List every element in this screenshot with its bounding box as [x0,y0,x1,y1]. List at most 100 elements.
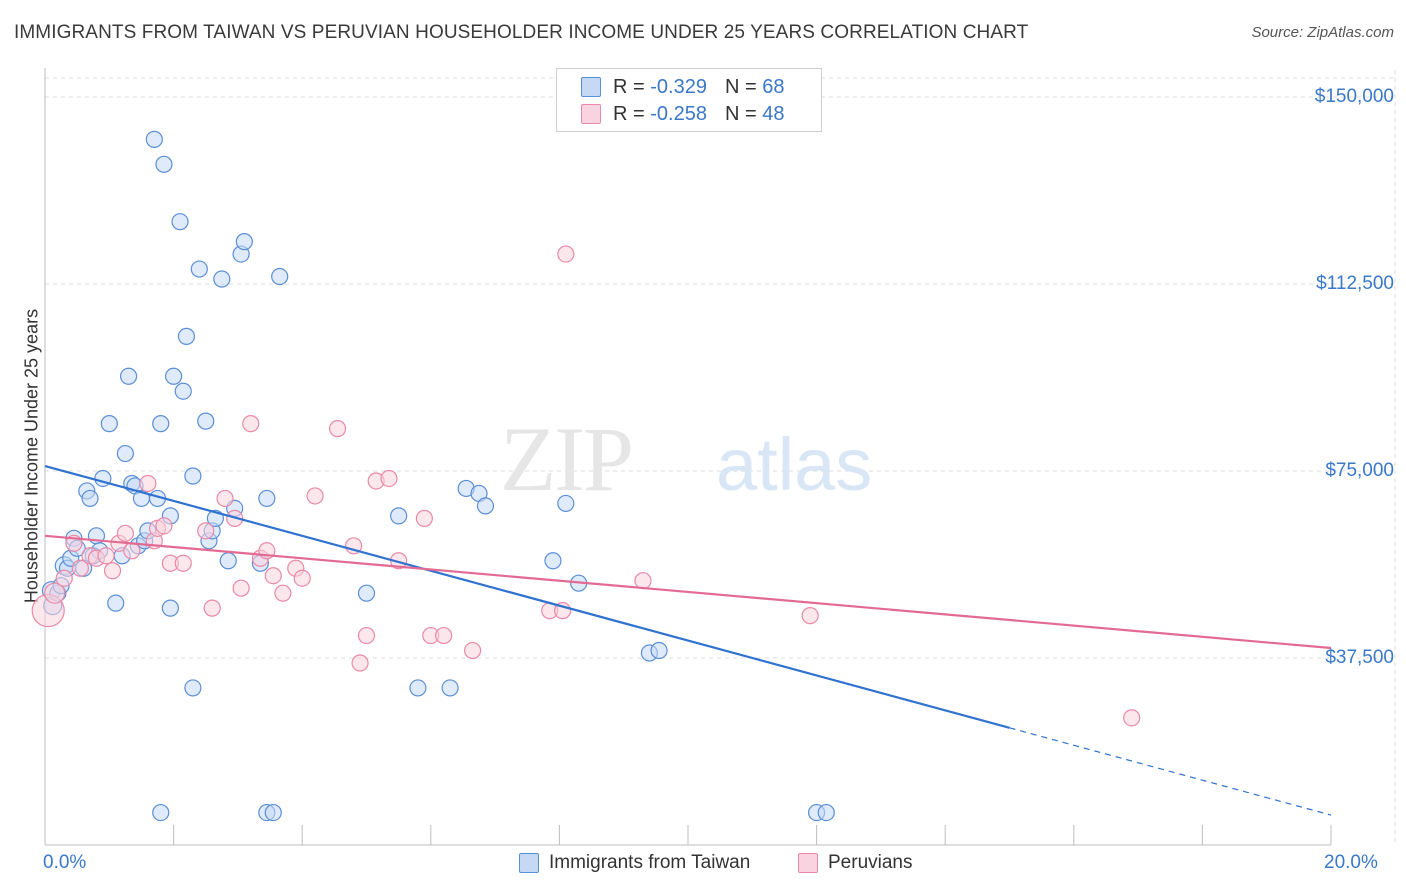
taiwan-point [235,233,253,251]
taiwan-point [557,494,575,513]
peru-point [351,654,369,672]
chart-title: IMMIGRANTS FROM TAIWAN VS PERUVIAN HOUSE… [14,22,1029,43]
taiwan-point [817,803,835,822]
taiwan-legend-label: Immigrants from Taiwan [549,852,751,873]
y-tick-label-1: $75,000 [1325,460,1394,481]
y-tick-label-3: $150,000 [1314,86,1394,107]
taiwan-point [107,594,125,612]
taiwan-point [258,489,276,508]
peru-point [103,562,122,580]
peru-swatch [581,104,601,124]
taiwan-point [152,803,170,822]
y-tick-label-2: $112,500 [1316,273,1394,294]
peru-point [203,599,221,617]
watermark-atlas: atlas [716,423,872,506]
peru-point [116,524,134,542]
trend-lines [44,464,1332,816]
legend-n-label: N = [724,75,757,98]
taiwan-point [409,679,427,697]
bottom-legend-taiwan: Immigrants from Taiwan [519,852,750,874]
taiwan-point [476,497,495,515]
taiwan-point [177,327,196,345]
peru-point [463,641,482,660]
taiwan-point [171,213,189,231]
taiwan-point [219,552,237,570]
peru-trend-line [44,534,1332,650]
peru-point [216,489,234,508]
taiwan-point [161,599,179,617]
peru-point [55,569,73,587]
taiwan-point [197,412,215,430]
watermark-zip: ZIP [500,408,632,510]
peru-point [1123,709,1141,727]
taiwan-point [390,507,408,525]
legend-r-label: R = [613,102,645,125]
peru-point [380,469,398,488]
taiwan-trend-extension [1009,727,1332,816]
taiwan-point [190,260,208,278]
legend-peru-n: 48 [762,102,785,125]
taiwan-trend-line [44,464,1010,729]
peru-point [197,522,215,540]
taiwan-point [357,584,376,602]
taiwan-point [650,641,668,660]
source-label: Source: ZipAtlas.com [1251,24,1394,41]
zipatlas-watermark: ZIP atlas [500,408,872,510]
peru-point [328,420,347,438]
taiwan-swatch [581,77,601,97]
peru-point [97,547,115,565]
peru-point [357,626,376,645]
taiwan-points [41,130,835,822]
peru-point [293,569,311,587]
peru-point [139,474,157,493]
peru-point [174,554,192,572]
legend-row-peru: R = -0.258 N = 48 [581,101,784,127]
bottom-legend-peru: Peruvians [798,852,913,874]
peru-point [557,245,575,263]
peru-point [415,509,433,527]
peru-point [155,517,173,535]
taiwan-point [174,382,192,400]
taiwan-point [145,130,163,148]
legend-n-label: N = [724,102,757,125]
taiwan-point [184,467,202,485]
taiwan-point [81,489,99,508]
peru-point [274,584,292,602]
taiwan-point [264,803,282,822]
peru-point [801,607,819,625]
legend-taiwan-r: -0.329 [650,75,707,98]
peru-point [123,542,141,560]
legend-row-taiwan: R = -0.329 N = 68 [581,74,784,100]
peru-point [44,582,66,604]
axes [44,68,1332,846]
peru-point [71,559,89,577]
taiwan-legend-swatch [519,853,539,873]
legend-peru-r: -0.258 [650,102,707,125]
x-tick-min: 0.0% [43,852,87,873]
taiwan-point [165,367,183,385]
taiwan-point [271,267,289,286]
taiwan-point [544,552,562,570]
taiwan-point [100,415,118,433]
peru-point [264,567,282,585]
taiwan-point [152,415,170,433]
peru-point [306,487,324,505]
x-tick-max: 20.0% [1324,852,1378,873]
taiwan-point [213,270,231,288]
taiwan-point [184,679,202,697]
stats-legend: R = -0.329 N = 68 R = -0.258 N = 48 [556,68,822,132]
legend-r-label: R = [613,75,645,98]
peru-legend-swatch [798,853,818,873]
taiwan-point [116,444,134,463]
legend-taiwan-n: 68 [762,75,785,98]
taiwan-point [119,367,138,385]
taiwan-point [441,679,459,697]
peru-legend-label: Peruvians [828,852,913,873]
peru-point [242,415,260,433]
peru-point [634,572,652,590]
taiwan-point [155,155,173,173]
peru-points [31,245,1141,727]
peru-point [435,626,453,645]
y-tick-label-0: $37,500 [1325,647,1394,668]
